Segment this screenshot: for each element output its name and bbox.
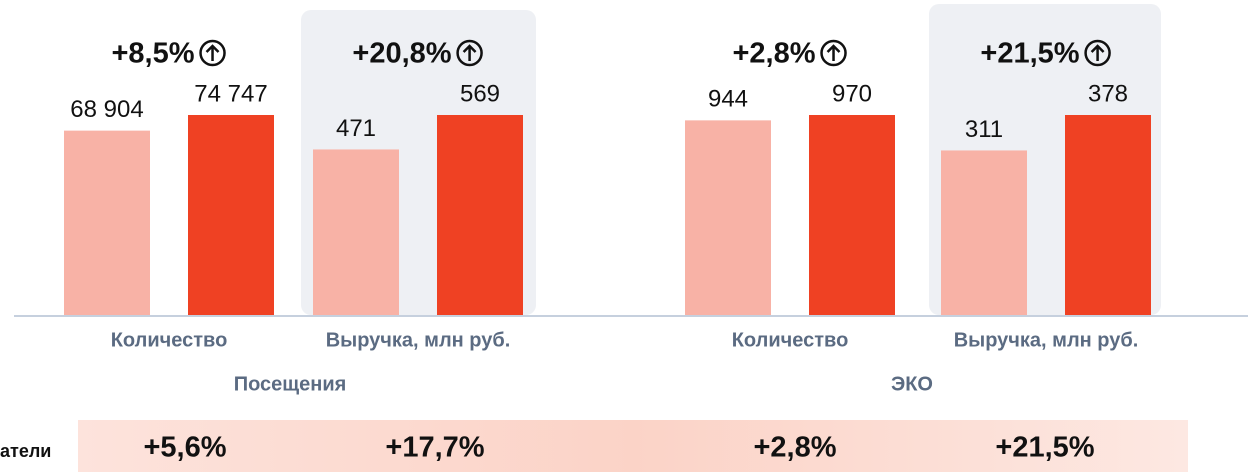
value-label: 970 bbox=[832, 80, 872, 107]
bar bbox=[313, 149, 399, 315]
icon-arrow bbox=[462, 44, 477, 61]
summary-label: атели bbox=[0, 441, 51, 461]
group-title: Посещения bbox=[234, 373, 347, 395]
bar bbox=[437, 115, 523, 315]
value-label: 471 bbox=[336, 115, 376, 142]
change-label: +21,5% bbox=[980, 38, 1079, 70]
bar bbox=[1065, 115, 1151, 315]
up-icon bbox=[1084, 39, 1111, 67]
bar bbox=[941, 150, 1027, 315]
summary-value: +2,8% bbox=[753, 432, 836, 464]
value-label: 74 747 bbox=[194, 80, 267, 107]
icon-arrow bbox=[826, 44, 841, 61]
bar bbox=[685, 120, 771, 315]
icon-circle bbox=[820, 39, 847, 67]
summary-value: +5,6% bbox=[143, 432, 226, 464]
metric-label: Выручка, млн руб. bbox=[954, 329, 1139, 351]
value-label: 569 bbox=[460, 80, 500, 107]
change-label: +20,8% bbox=[352, 38, 451, 70]
icon-circle bbox=[1084, 39, 1111, 67]
up-icon bbox=[199, 39, 226, 67]
change-label: +8,5% bbox=[111, 38, 194, 70]
summary-value: +21,5% bbox=[995, 432, 1094, 464]
bar bbox=[809, 115, 895, 315]
value-label: 311 bbox=[965, 116, 1003, 143]
bar bbox=[64, 130, 150, 315]
icon-arrow bbox=[1090, 44, 1105, 61]
metric-label: Количество bbox=[732, 329, 849, 351]
summary-value: +17,7% bbox=[385, 432, 484, 464]
value-label: 378 bbox=[1088, 80, 1128, 107]
metric-label: Количество bbox=[111, 329, 228, 351]
up-icon bbox=[456, 39, 483, 67]
summary-band bbox=[78, 420, 1188, 472]
value-label: 944 bbox=[708, 86, 748, 113]
icon-circle bbox=[456, 39, 483, 67]
group-title: ЭКО bbox=[891, 373, 933, 395]
up-icon bbox=[820, 39, 847, 67]
icon-arrow bbox=[205, 44, 220, 61]
change-label: +2,8% bbox=[732, 38, 815, 70]
value-label: 68 904 bbox=[70, 96, 143, 123]
metric-label: Выручка, млн руб. bbox=[326, 329, 511, 351]
bar bbox=[188, 115, 274, 315]
icon-circle bbox=[199, 39, 226, 67]
